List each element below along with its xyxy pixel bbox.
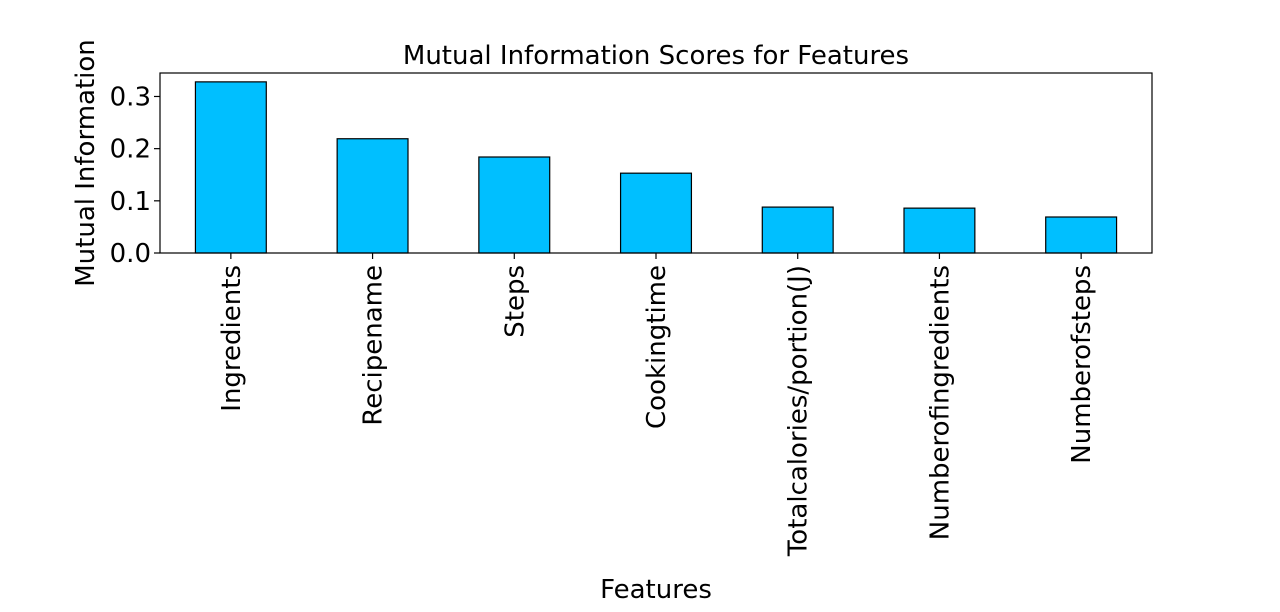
x-tick-label: Ingredients <box>217 265 247 412</box>
bar-totalcalories-portion-j <box>761 206 834 254</box>
y-tick-label: 0.0 <box>110 239 151 269</box>
x-tick-label: Totalcalories/portion(J) <box>784 265 814 557</box>
x-tick-label: Numberofsteps <box>1067 265 1097 464</box>
bar-steps <box>478 156 551 254</box>
y-axis: 0.0 0.1 0.2 0.3 <box>110 82 160 269</box>
bar-numberofsteps <box>1045 216 1118 254</box>
y-tick-label: 0.2 <box>110 135 151 165</box>
bar-recipename <box>336 138 409 254</box>
y-axis-label: Mutual Information <box>71 39 101 287</box>
y-tick-label: 0.1 <box>110 187 151 217</box>
x-tick-label: Numberofingredients <box>925 265 955 540</box>
x-axis-label: Features <box>600 575 712 605</box>
x-axis: Ingredients Recipename Steps Cookingtime Tot… <box>217 253 1097 557</box>
bar-numberofingredients <box>903 207 976 254</box>
bar-ingredients <box>194 81 267 254</box>
y-tick-label: 0.3 <box>110 82 151 112</box>
x-tick-label: Cookingtime <box>642 265 672 429</box>
bar-cookingtime <box>619 172 693 254</box>
x-tick-label: Recipename <box>359 265 389 426</box>
bars-group <box>194 81 1118 254</box>
chart-title: Mutual Information Scores for Features <box>403 41 909 71</box>
plot-frame <box>159 72 1153 254</box>
x-tick-label: Steps <box>500 265 530 338</box>
